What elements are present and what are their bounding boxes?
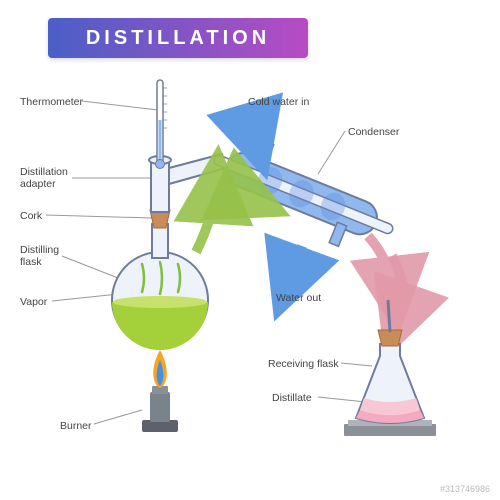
leader-recv bbox=[341, 363, 372, 366]
leader-flask bbox=[62, 256, 118, 278]
leader-thermometer bbox=[82, 101, 158, 110]
arrow-water-out bbox=[288, 246, 302, 284]
receiving-flask bbox=[344, 300, 436, 436]
label-burner: Burner bbox=[60, 420, 92, 432]
label-distilling-flask: Distilling flask bbox=[20, 244, 59, 268]
arrow-into-condenser bbox=[214, 195, 254, 200]
cork-receiving bbox=[378, 330, 402, 346]
label-water-out: Water out bbox=[276, 292, 321, 304]
label-receiving-flask: Receiving flask bbox=[268, 358, 339, 370]
label-condenser: Condenser bbox=[348, 126, 399, 138]
label-cork: Cork bbox=[20, 210, 42, 222]
burner bbox=[142, 350, 178, 432]
label-thermometer: Thermometer bbox=[20, 96, 83, 108]
leader-condenser bbox=[318, 131, 345, 174]
leader-burner bbox=[94, 410, 142, 424]
thermometer bbox=[156, 80, 168, 169]
label-distillation-adapter: Distillation adapter bbox=[20, 166, 68, 190]
label-cold-water-in: Cold water in bbox=[248, 96, 309, 108]
arrow-distillate-1 bbox=[368, 236, 394, 296]
leader-cork bbox=[46, 215, 152, 218]
label-vapor: Vapor bbox=[20, 296, 47, 308]
label-distillate: Distillate bbox=[272, 392, 312, 404]
distilling-flask bbox=[112, 224, 208, 350]
leader-distillate bbox=[318, 397, 366, 402]
watermark: #313746986 bbox=[440, 484, 490, 494]
arrow-water-in bbox=[246, 108, 256, 142]
